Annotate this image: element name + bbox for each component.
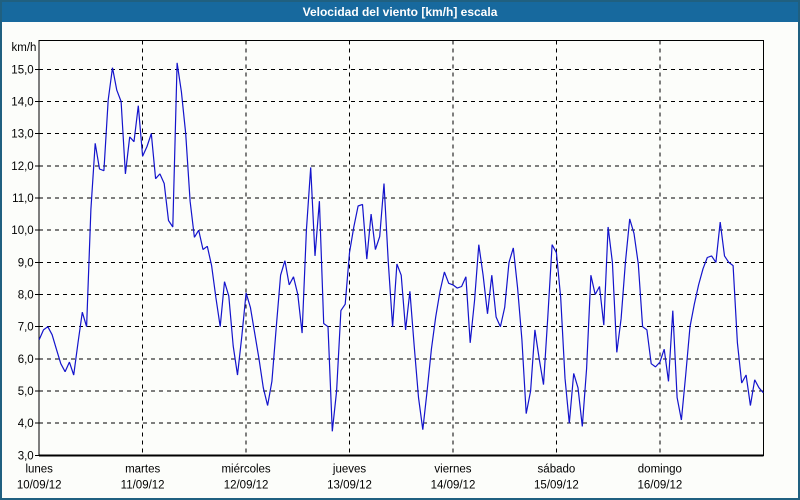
x-axis-day-label: miércoles [221, 463, 270, 475]
plot-border [38, 40, 764, 456]
y-axis-tick-label: 3,0 [18, 450, 34, 462]
y-axis-tick-label: 7,0 [18, 322, 34, 334]
wind-speed-series [38, 62, 764, 432]
x-axis-date-label: 12/09/12 [224, 479, 269, 491]
y-axis-tick-label: 13,0 [11, 129, 33, 141]
y-axis-tick-label: 12,0 [11, 161, 33, 173]
y-axis-tick-label: 14,0 [11, 96, 33, 108]
plot-frame [38, 40, 764, 457]
y-axis-tick-label: 6,0 [18, 354, 34, 366]
y-axis-tick-label: 8,0 [18, 290, 34, 302]
x-axis-date-label: 14/09/12 [431, 479, 476, 491]
x-axis-date-label: 16/09/12 [637, 479, 682, 491]
y-axis-tick-label: 10,0 [11, 225, 33, 237]
wind-speed-line [38, 62, 764, 432]
axis-labels: 15,0 14,0 13,0 12,0 11,0 10,0 9,0 8,0 7,0 6,0 5,0 4… [11, 42, 682, 491]
x-axis-date-label: 15/09/12 [534, 479, 579, 491]
axis-ticks [35, 68, 40, 456]
x-axis-day-label: viernes [434, 463, 471, 475]
gridlines [39, 40, 764, 456]
y-axis-unit-label: km/h [12, 42, 37, 54]
x-axis-day-label: martes [125, 463, 160, 475]
x-axis-day-label: jueves [332, 463, 366, 475]
x-axis-day-label: lunes [25, 463, 53, 475]
y-axis-tick-label: 9,0 [18, 257, 34, 269]
x-axis-date-label: 13/09/12 [327, 479, 372, 491]
y-axis-tick-label: 11,0 [12, 193, 34, 205]
x-axis-day-label: sábado [538, 463, 576, 475]
window-title-bar: Velocidad del viento [km/h] escala [2, 2, 798, 22]
x-axis-day-label: domingo [638, 463, 682, 475]
y-axis-tick-label: 4,0 [18, 418, 34, 430]
y-axis-tick-label: 15,0 [11, 64, 33, 76]
y-axis-tick-label: 5,0 [18, 386, 34, 398]
x-axis-date-label: 11/09/12 [121, 479, 165, 491]
chart-title: Velocidad del viento [km/h] escala [302, 5, 498, 19]
x-axis-date-label: 10/09/12 [17, 479, 62, 491]
